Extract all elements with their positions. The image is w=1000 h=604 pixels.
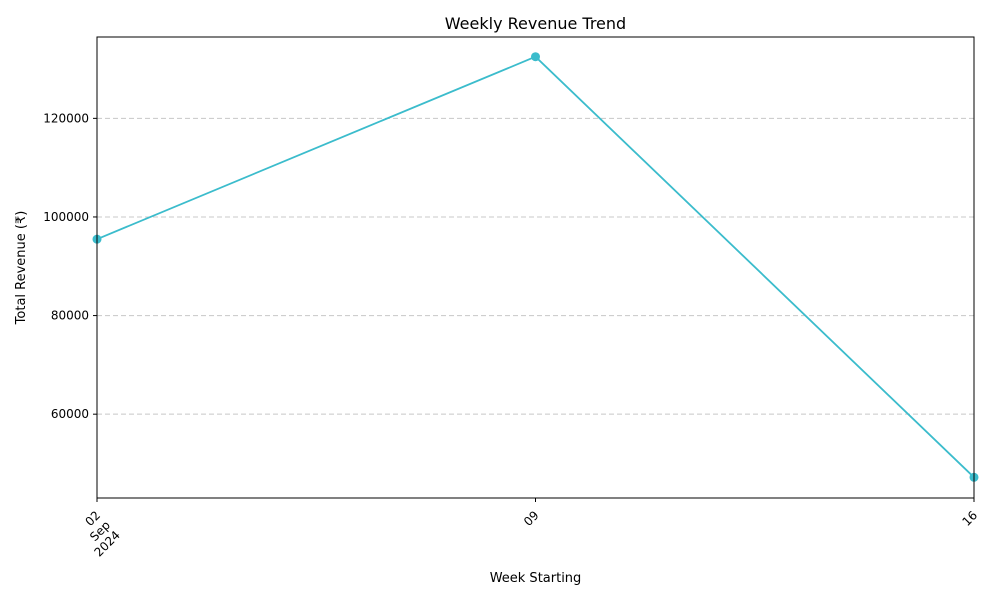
y-tick-label: 60000 [51, 407, 89, 421]
plot-area [92, 52, 979, 482]
grid [97, 117, 974, 415]
data-point [531, 52, 540, 62]
x-tick-label: 02Sep2024 [72, 508, 123, 559]
y-tick-label: 120000 [43, 111, 89, 125]
x-tick-label-line: 09 [521, 508, 542, 529]
y-tick-label: 80000 [51, 309, 89, 323]
plot-frame [96, 36, 975, 499]
x-tick-label-line: 16 [959, 508, 980, 529]
chart-title: Weekly Revenue Trend [445, 14, 626, 33]
x-tick-label: 16 [959, 508, 980, 529]
y-axis: 60000 80000 100000 120000 [43, 111, 97, 421]
y-axis-label: Total Revenue (₹) [14, 211, 29, 326]
x-axis-label: Week Starting [490, 571, 582, 586]
x-tick-label: 09 [521, 508, 542, 529]
y-tick-label: 100000 [43, 210, 89, 224]
x-axis: 02Sep2024 09 16 [72, 498, 980, 560]
